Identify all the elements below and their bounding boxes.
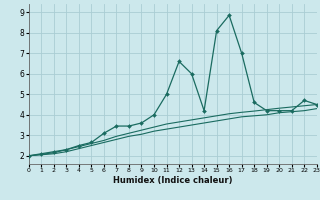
X-axis label: Humidex (Indice chaleur): Humidex (Indice chaleur) [113,176,233,185]
